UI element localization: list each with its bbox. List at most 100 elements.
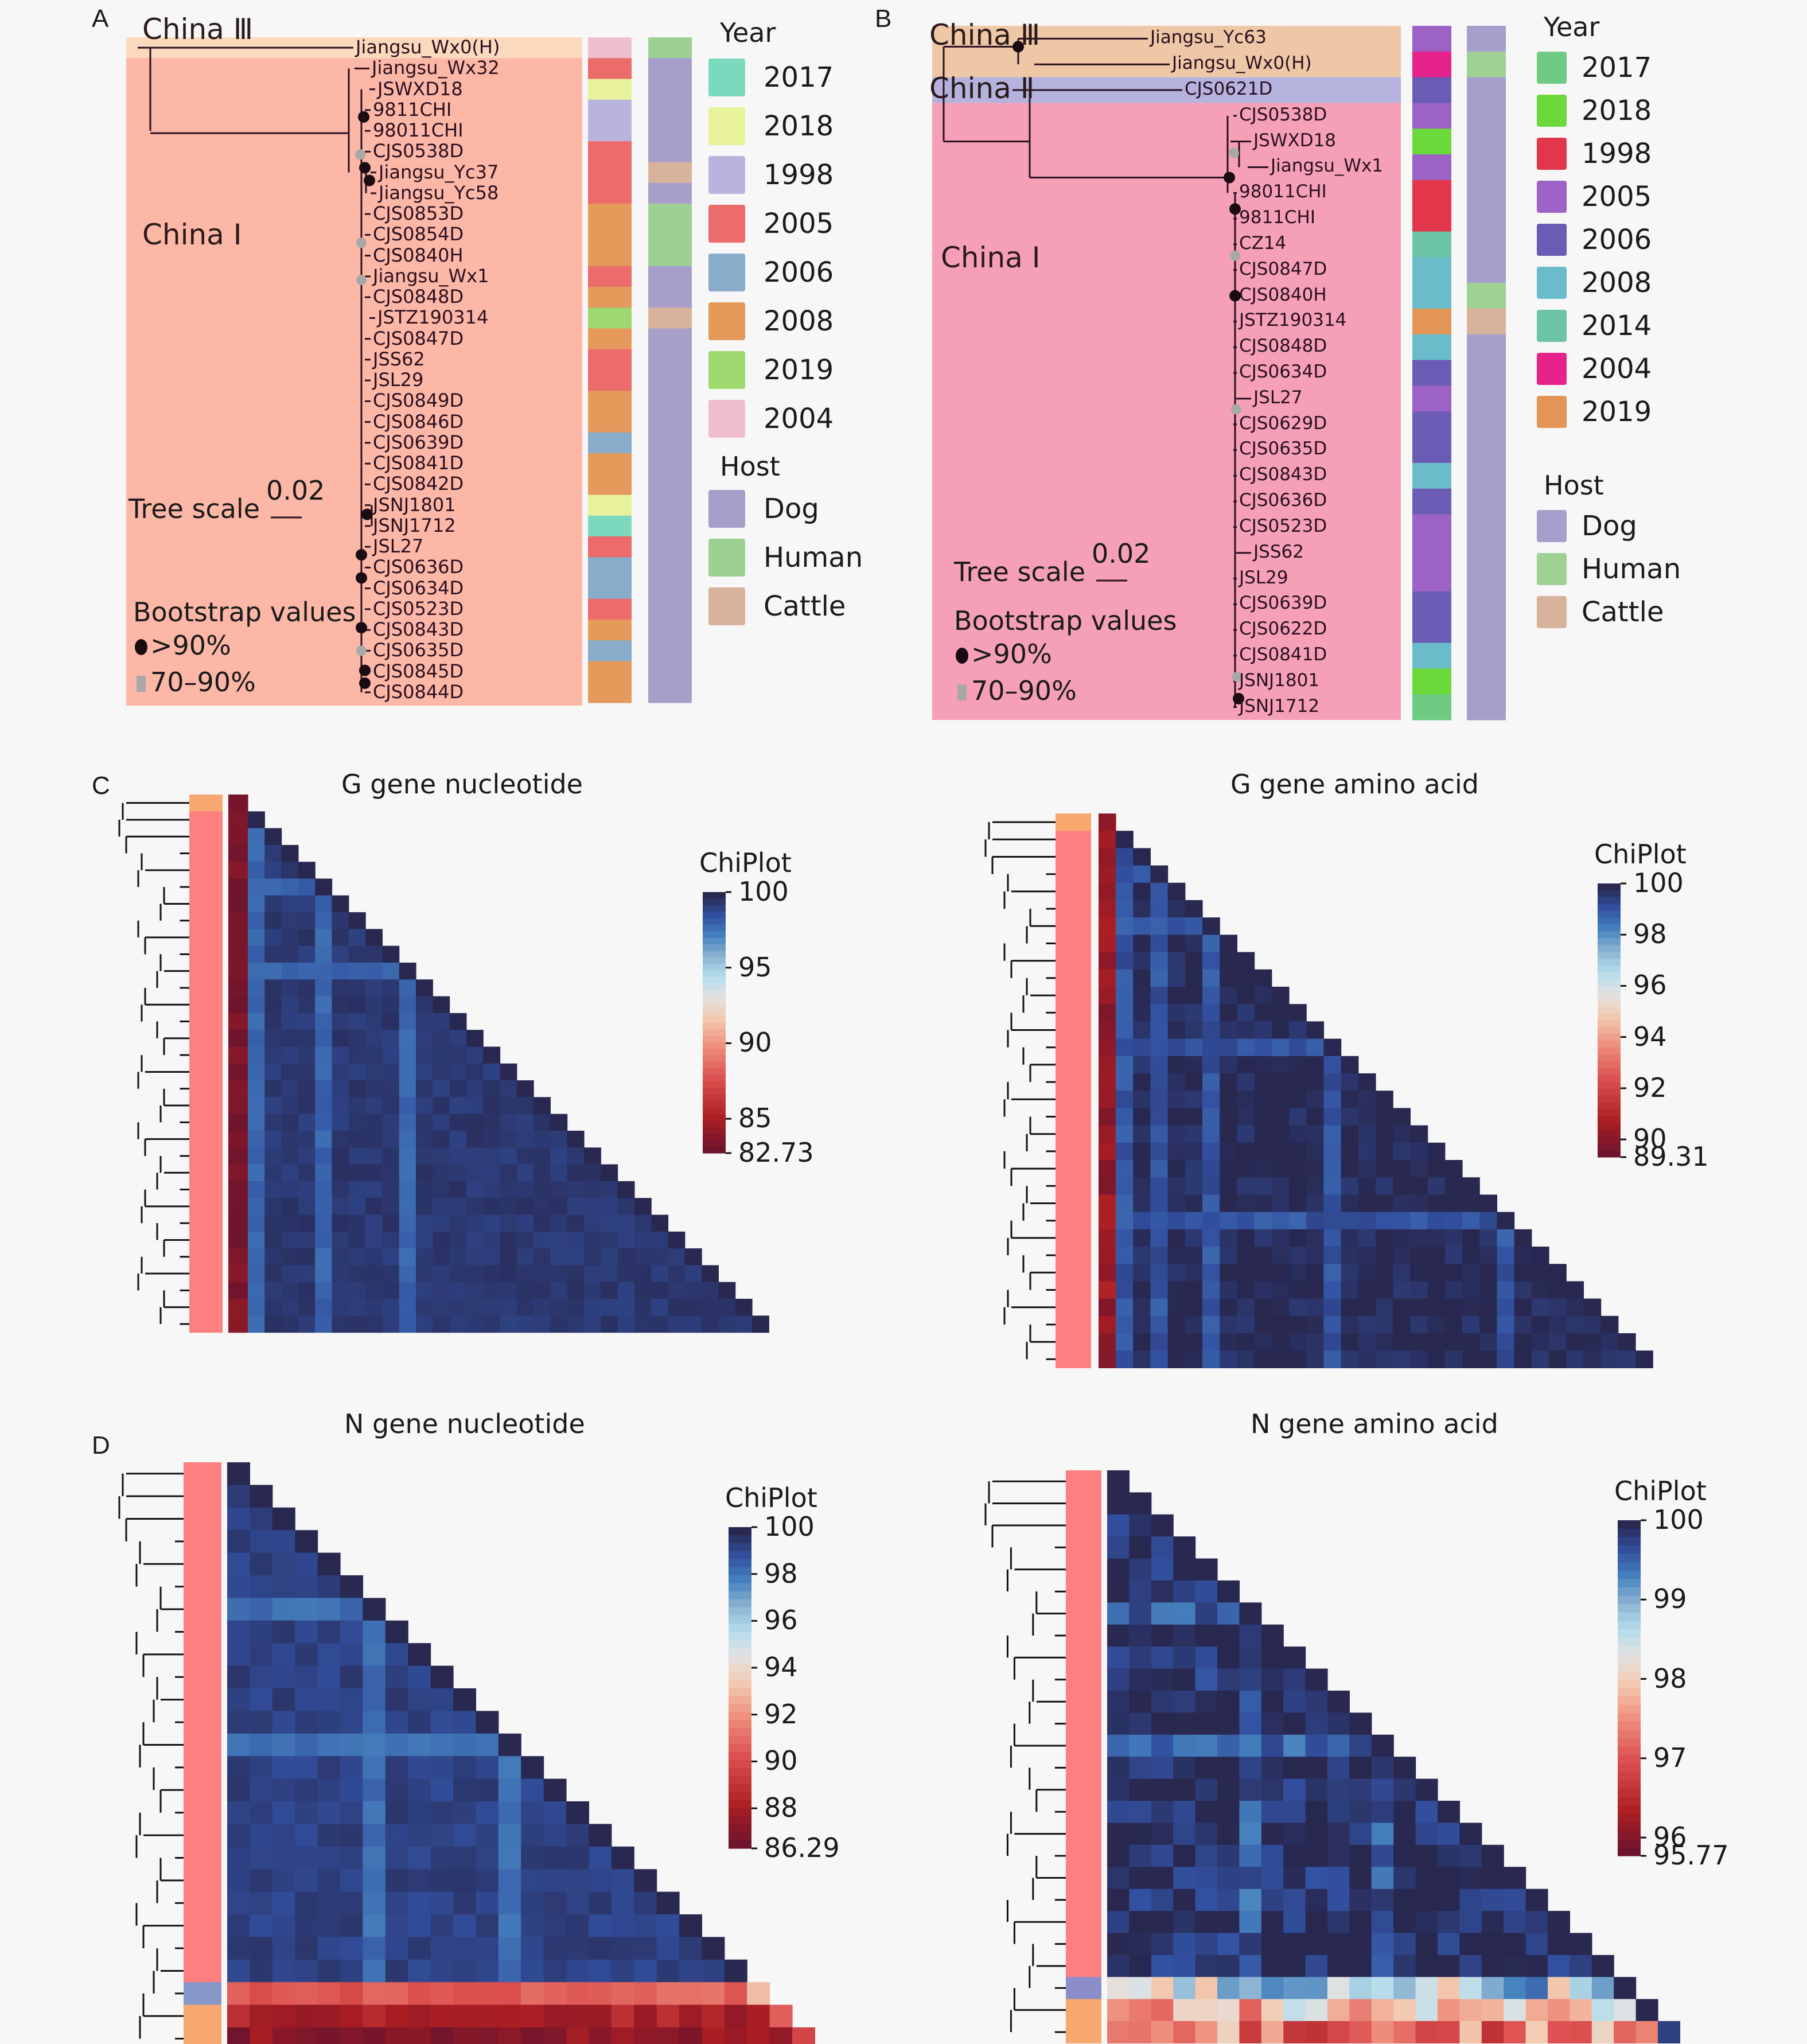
colorbar-segment	[1618, 1621, 1641, 1630]
heatmap-cell	[332, 1164, 349, 1182]
heatmap-cell	[1107, 1867, 1130, 1890]
heatmap-cell	[476, 1801, 499, 1824]
heatmap-cell	[1133, 1281, 1151, 1299]
host-strip-cell	[648, 682, 692, 703]
heatmap-cell	[1591, 1977, 1614, 2000]
heatmap-cell	[1185, 952, 1203, 970]
tip-label: JSWXD18	[1253, 130, 1337, 151]
colorbar-segment	[729, 1607, 751, 1616]
heatmap-cell	[543, 1824, 567, 1847]
heatmap-cell	[340, 2004, 363, 2028]
heatmap-cell	[1202, 1056, 1220, 1074]
heatmap-cell	[1202, 1315, 1220, 1334]
colorbar-tick-label: 94	[764, 1652, 798, 1683]
bootstrap-legend-title: Bootstrap values	[133, 597, 356, 628]
heatmap-cell	[1305, 2021, 1328, 2043]
heatmap-cell	[1151, 1977, 1174, 2000]
heatmap-cell	[1327, 1911, 1350, 1933]
phylogenetic-tree-a: Jiangsu_Wx0(H) Jiangsu_Wx32 JSWXD18 9811CHI…	[126, 13, 700, 723]
heatmap-cell	[1099, 1281, 1116, 1299]
heatmap-cell	[1237, 1194, 1255, 1213]
heatmap-cell	[295, 1914, 318, 1937]
heatmap-cell	[634, 2004, 657, 2028]
heatmap-cell	[476, 1937, 499, 1960]
heatmap-cell	[702, 1315, 719, 1333]
heatmap-cell	[1129, 1911, 1152, 1933]
heatmap-cell	[589, 1959, 612, 1983]
legend-label: Human	[1582, 552, 1681, 585]
heatmap-cell	[449, 1315, 467, 1333]
heatmap-cell	[1185, 1212, 1203, 1230]
heatmap-cell	[1133, 1194, 1151, 1213]
colorbar-segment	[703, 1022, 726, 1030]
group-strip-cell	[184, 1711, 221, 1734]
heatmap-cell	[1358, 1315, 1376, 1334]
heatmap-cell	[382, 1013, 400, 1030]
heatmap-cell	[272, 1507, 295, 1531]
heatmap-cell	[399, 979, 416, 997]
heatmap-g-gene-nucleotide: G gene nucleotide ChiPlot 100 95 90 85 82.73	[115, 769, 872, 1365]
colorbar-segment	[703, 1120, 726, 1128]
heatmap-cell	[747, 2027, 770, 2044]
year-strip-cell	[588, 453, 632, 474]
heatmap-cell	[264, 996, 282, 1014]
heatmap-cell	[1566, 1350, 1584, 1368]
heatmap-cell	[315, 1282, 333, 1299]
heatmap-cell	[1289, 1229, 1307, 1247]
heatmap-cell	[1107, 1712, 1130, 1735]
colorbar-segment	[703, 996, 726, 1003]
colorbar-segment	[729, 1776, 751, 1785]
heatmap-cell	[332, 1097, 349, 1115]
heatmap-cell	[566, 1869, 589, 1893]
heatmap-cell	[1289, 1194, 1307, 1213]
heatmap-cell	[1462, 1333, 1480, 1351]
heatmap-cell	[651, 1299, 669, 1316]
heatmap-cell	[332, 1013, 349, 1030]
heatmap-cell	[363, 1598, 386, 1621]
tip-label: CJS0523D	[373, 597, 464, 620]
colorbar-segment	[1618, 1746, 1641, 1756]
heatmap-cell	[250, 2004, 273, 2028]
heatmap-cell	[1116, 1212, 1134, 1230]
colorbar-segment	[1598, 952, 1621, 959]
tip-label: Jiangsu_Wx0(H)	[356, 36, 500, 59]
heatmap-cell	[1239, 1757, 1262, 1780]
heatmap-cell	[365, 1080, 383, 1097]
heatmap-cell	[476, 1733, 499, 1757]
heatmap-cell	[1271, 1315, 1290, 1334]
heatmap-cell	[1349, 1844, 1372, 1867]
heatmap-cell	[227, 1756, 250, 1780]
heatmap-cell	[385, 1824, 408, 1847]
heatmap-cell	[1116, 1056, 1134, 1074]
heatmap-cell	[281, 1214, 299, 1232]
group-strip-cell	[184, 1575, 221, 1598]
heatmap-cell	[1271, 1160, 1290, 1178]
heatmap-cell	[1271, 1056, 1290, 1074]
legend-label: Dog	[1582, 509, 1637, 542]
legend-year-item: 2008	[708, 297, 892, 345]
heatmap-cell	[466, 1231, 484, 1249]
heatmap-cell	[1462, 1298, 1480, 1317]
colorbar-segment	[703, 1003, 726, 1010]
heatmap-cell	[248, 1097, 265, 1115]
heatmap-cell	[1306, 1038, 1324, 1057]
heatmap-cell	[1173, 1757, 1196, 1780]
year-strip-cell	[588, 141, 632, 162]
heatmap-cell	[1261, 1801, 1284, 1823]
colorbar-segment	[1618, 1579, 1641, 1588]
heatmap-cell	[1327, 2021, 1350, 2043]
legend-label: 2005	[1582, 180, 1652, 213]
heatmap-cell	[430, 1937, 454, 1960]
heatmap-cell	[1481, 1867, 1504, 1890]
group-strip-cell	[184, 1801, 221, 1824]
colorbar-tick-label: 94	[1633, 1021, 1667, 1052]
heatmap-cell	[1427, 1142, 1446, 1161]
heatmap-cell	[611, 2027, 634, 2044]
heatmap-cell	[228, 795, 248, 812]
legend-label: 2005	[764, 207, 834, 240]
heatmap-cell	[601, 1248, 618, 1266]
heatmap-cell	[1133, 952, 1151, 970]
heatmap-cell	[272, 1891, 295, 1915]
heatmap-cell	[1107, 1470, 1130, 1493]
colorbar-segment	[703, 1061, 726, 1069]
